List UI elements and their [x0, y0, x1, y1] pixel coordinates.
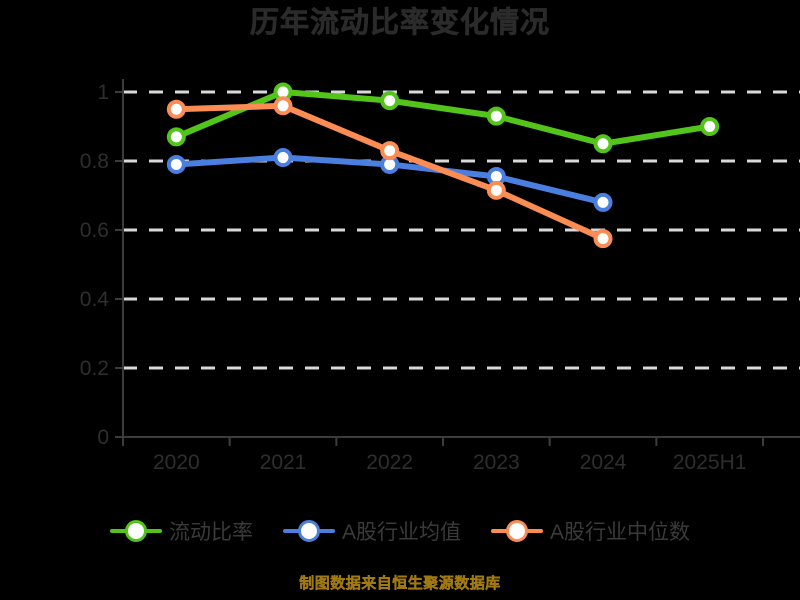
- legend-item-1[interactable]: 流动比率: [109, 516, 253, 546]
- svg-text:2022: 2022: [366, 451, 413, 474]
- svg-text:2024: 2024: [580, 451, 627, 474]
- y-axis-tick-labels: 0 0.2 0.4 0.6 0.8 1: [80, 81, 110, 449]
- data-series: [166, 82, 720, 249]
- svg-text:2021: 2021: [260, 451, 307, 474]
- svg-text:0.4: 0.4: [80, 288, 110, 311]
- legend-item-3[interactable]: A股行业中位数: [491, 516, 690, 546]
- chart-title: 历年流动比率变化情况: [249, 7, 550, 40]
- legend-label: 流动比率: [168, 521, 253, 544]
- x-axis-tick-labels: 2020 2021 2022 2023 2024 2025H1: [153, 451, 746, 474]
- svg-text:0.6: 0.6: [80, 219, 109, 242]
- legend-marker-icon: [109, 518, 162, 544]
- legend-dot-icon: [297, 520, 320, 542]
- legend-label: A股行业中位数: [550, 521, 691, 544]
- svg-text:2025H1: 2025H1: [673, 451, 747, 474]
- legend-label: A股行业均值: [341, 521, 461, 544]
- gridlines: [123, 90, 800, 370]
- legend-dot-icon: [124, 520, 147, 542]
- svg-text:2023: 2023: [473, 451, 520, 474]
- svg-text:0.8: 0.8: [80, 150, 109, 173]
- legend-marker-icon: [282, 518, 335, 544]
- axes: [115, 79, 800, 446]
- legend-item-2[interactable]: A股行业均值: [282, 516, 461, 546]
- legend-dot-icon: [506, 520, 528, 542]
- legend-marker-icon: [491, 518, 543, 544]
- chart-legend: 流动比率 A股行业均值 A股行业中位数: [0, 516, 800, 546]
- svg-text:2020: 2020: [153, 451, 200, 474]
- footer-note: 制图数据来自恒生聚源数据库: [299, 575, 501, 592]
- svg-text:0: 0: [97, 426, 109, 449]
- svg-text:0.2: 0.2: [80, 357, 109, 380]
- svg-text:1: 1: [97, 81, 109, 104]
